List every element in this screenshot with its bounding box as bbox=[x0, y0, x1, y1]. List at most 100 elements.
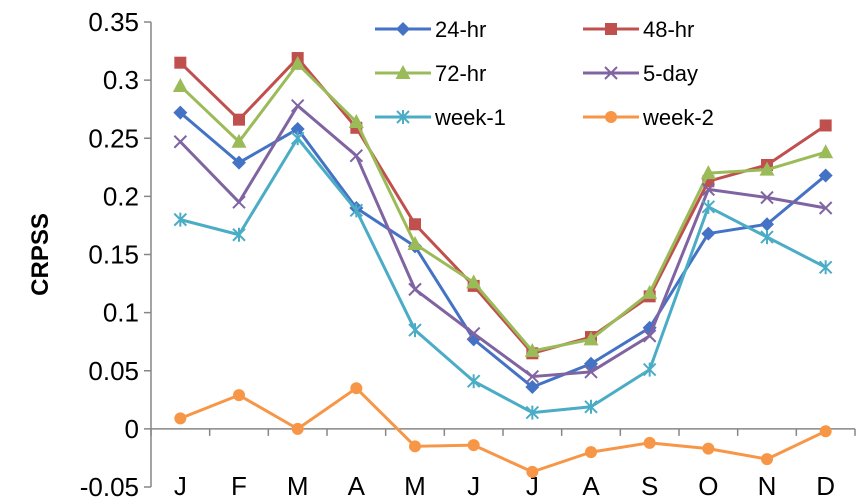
series-line bbox=[179, 111, 827, 389]
y-tick-label: 0 bbox=[125, 414, 139, 444]
legend-swatch-marker bbox=[604, 66, 618, 80]
y-tick-label: 0.1 bbox=[103, 298, 139, 328]
data-point bbox=[761, 453, 773, 466]
data-point bbox=[525, 380, 540, 395]
data-point bbox=[173, 135, 188, 149]
data-point bbox=[818, 144, 834, 159]
data-point bbox=[759, 161, 775, 176]
legend-swatch-marker bbox=[605, 23, 617, 35]
y-tick-label: -0.05 bbox=[80, 472, 139, 501]
data-point bbox=[526, 465, 539, 478]
data-point bbox=[349, 148, 364, 163]
x-tick-label: S bbox=[641, 471, 658, 501]
legend-label: 72-hr bbox=[435, 61, 486, 86]
y-tick-label: 0.15 bbox=[88, 240, 139, 270]
data-point bbox=[409, 440, 421, 453]
data-point bbox=[174, 412, 187, 425]
legend-label: 24-hr bbox=[435, 17, 486, 42]
data-point bbox=[173, 212, 188, 227]
data-point bbox=[232, 227, 246, 242]
data-point bbox=[584, 399, 598, 414]
data-point bbox=[466, 326, 481, 341]
data-point bbox=[760, 217, 774, 232]
data-point bbox=[642, 362, 657, 377]
data-point bbox=[819, 119, 832, 132]
x-tick-label: D bbox=[816, 471, 835, 501]
data-point bbox=[290, 121, 305, 136]
series-week-2 bbox=[174, 382, 832, 478]
data-point bbox=[583, 331, 599, 346]
data-point bbox=[818, 168, 833, 183]
data-point bbox=[760, 230, 774, 245]
data-point bbox=[525, 405, 540, 420]
y-axis-title: CRPSS bbox=[27, 213, 54, 296]
data-point bbox=[232, 195, 246, 209]
x-tick-label: M bbox=[287, 471, 309, 501]
data-point bbox=[290, 98, 305, 113]
x-tick-label: M bbox=[404, 471, 426, 501]
data-point bbox=[819, 425, 832, 438]
data-point bbox=[231, 133, 247, 148]
data-point bbox=[760, 190, 774, 205]
legend-swatch-marker bbox=[396, 22, 410, 36]
series-layer bbox=[172, 52, 834, 478]
data-point bbox=[290, 131, 305, 146]
series-line bbox=[179, 136, 827, 415]
series-line bbox=[179, 62, 827, 353]
data-point bbox=[173, 105, 188, 120]
x-tick-label: O bbox=[698, 471, 718, 501]
data-point bbox=[585, 446, 597, 459]
y-tick-label: 0.35 bbox=[88, 7, 139, 37]
data-point bbox=[584, 365, 598, 379]
data-point bbox=[467, 439, 480, 452]
data-point bbox=[408, 282, 422, 297]
data-point bbox=[350, 382, 363, 395]
legend-swatch-marker bbox=[605, 111, 617, 123]
y-tick-label: 0.2 bbox=[103, 181, 139, 211]
legend-item: week-1 bbox=[375, 105, 506, 130]
data-point bbox=[525, 369, 540, 384]
data-point bbox=[701, 182, 716, 197]
legend-swatch-marker bbox=[396, 110, 410, 124]
data-point bbox=[818, 260, 833, 275]
data-point bbox=[408, 323, 422, 338]
legend: 24-hr 48-hr 72-hr 5-day week-1 week-2 bbox=[375, 17, 714, 130]
series-line bbox=[179, 104, 826, 379]
data-point bbox=[349, 203, 364, 218]
legend-label: 48-hr bbox=[643, 17, 694, 42]
legend-item: 24-hr bbox=[375, 17, 486, 42]
data-point bbox=[291, 422, 304, 435]
data-point bbox=[701, 199, 716, 214]
data-point bbox=[466, 374, 481, 389]
data-point bbox=[290, 55, 306, 70]
series-5-day bbox=[173, 98, 833, 384]
legend-item: 48-hr bbox=[583, 17, 694, 42]
y-tick-label: 0.25 bbox=[88, 123, 139, 153]
legend-swatch-marker bbox=[395, 65, 411, 79]
x-tick-label: J bbox=[526, 471, 539, 501]
data-point bbox=[642, 284, 658, 299]
data-point bbox=[172, 77, 188, 92]
y-tick-label: 0.3 bbox=[103, 65, 139, 95]
x-tick-label: N bbox=[758, 471, 777, 501]
legend-item: 5-day bbox=[583, 61, 698, 86]
data-point bbox=[174, 56, 187, 69]
data-point bbox=[524, 342, 540, 357]
data-point bbox=[407, 236, 423, 251]
data-point bbox=[701, 226, 716, 241]
data-point bbox=[466, 274, 482, 289]
data-point bbox=[702, 442, 715, 455]
data-point bbox=[232, 155, 246, 170]
x-tick-label: J bbox=[467, 471, 480, 501]
data-point bbox=[642, 329, 657, 343]
x-tick-label: F bbox=[231, 471, 247, 501]
series-72-hr bbox=[172, 55, 834, 357]
series-week-1 bbox=[173, 131, 833, 420]
y-tick-label: 0.05 bbox=[88, 356, 139, 386]
x-tick-label: A bbox=[348, 471, 366, 501]
legend-item: week-2 bbox=[583, 105, 714, 130]
data-point bbox=[233, 113, 245, 126]
legend-item: 72-hr bbox=[375, 61, 486, 86]
data-point bbox=[409, 218, 421, 231]
